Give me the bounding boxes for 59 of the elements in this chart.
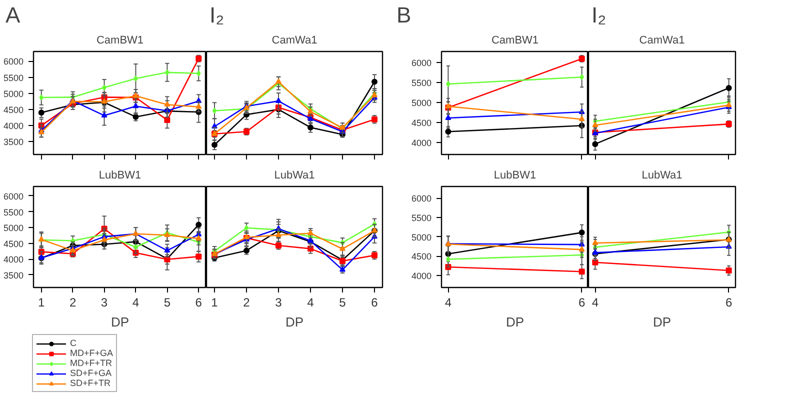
chart-title: LubBW1 [494, 170, 536, 182]
y-tick-label: 4500 [411, 252, 432, 262]
chart-title: LubWa1 [274, 170, 315, 182]
legend-label: MD+F+TR [70, 358, 112, 368]
y-tick-label: 5500 [3, 72, 24, 83]
y-tick-label: 4000 [411, 138, 432, 148]
x-axis-title: DP [506, 314, 524, 330]
y-tick-label: 6000 [411, 58, 432, 68]
x-axis-title: DP [285, 314, 304, 330]
chart-title: CamWa1 [272, 34, 318, 46]
y-tick-label: 4000 [3, 254, 24, 265]
x-tick-label: 5 [339, 296, 346, 310]
x-tick-label: 6 [578, 296, 586, 310]
y-tick-label: 4000 [3, 121, 24, 132]
x-axis-title: DP [110, 314, 130, 330]
y-tick-label: 5000 [3, 88, 24, 99]
y-tick-label: 5500 [3, 207, 24, 218]
legend-label: SD+F+TR [70, 378, 111, 388]
y-tick-label: 4500 [3, 238, 24, 249]
chart-title: LubWa1 [642, 170, 682, 182]
x-tick-label: 6 [725, 296, 732, 310]
chart-title: LubBW1 [98, 170, 142, 182]
y-tick-label: 6000 [411, 194, 432, 204]
y-tick-label: 5500 [411, 212, 432, 223]
x-tick-label: 3 [100, 296, 108, 310]
x-tick-label: 1 [38, 296, 46, 310]
x-tick-label: 5 [164, 296, 171, 310]
chart-title: CamWa1 [639, 34, 685, 46]
x-axis-title: DP [652, 314, 672, 330]
y-tick-label: 4000 [411, 271, 432, 282]
x-tick-label: 6 [371, 296, 378, 310]
y-tick-label: 5000 [411, 232, 432, 242]
text: I₂ [592, 2, 606, 28]
text: I₂ [210, 2, 224, 28]
chart-title: CamBW1 [491, 34, 539, 46]
y-tick-label: 3500 [3, 137, 24, 148]
x-tick-label: 4 [444, 296, 452, 310]
y-tick-label: 3500 [3, 270, 24, 280]
y-tick-label: 4500 [411, 118, 432, 128]
legend-label: C [70, 338, 78, 348]
x-tick-label: 4 [307, 296, 314, 310]
y-tick-label: 6000 [3, 191, 24, 202]
x-tick-label: 2 [69, 296, 76, 310]
legend-label: MD+F+GA [70, 348, 114, 358]
text: A [6, 2, 20, 28]
x-tick-label: 4 [592, 296, 599, 310]
text: B [396, 2, 412, 28]
x-tick-label: 4 [132, 296, 140, 310]
x-tick-label: 2 [243, 296, 250, 310]
x-tick-label: 6 [195, 296, 202, 310]
y-tick-label: 5000 [411, 98, 432, 108]
x-tick-label: 1 [211, 296, 218, 310]
y-tick-label: 5500 [411, 78, 432, 88]
legend-label: SD+F+GA [70, 368, 112, 378]
y-tick-label: 5000 [3, 223, 24, 234]
y-tick-label: 4500 [3, 104, 24, 115]
y-tick-label: 6000 [3, 56, 24, 67]
chart-title: CamBW1 [96, 34, 144, 46]
x-tick-label: 3 [275, 296, 282, 310]
